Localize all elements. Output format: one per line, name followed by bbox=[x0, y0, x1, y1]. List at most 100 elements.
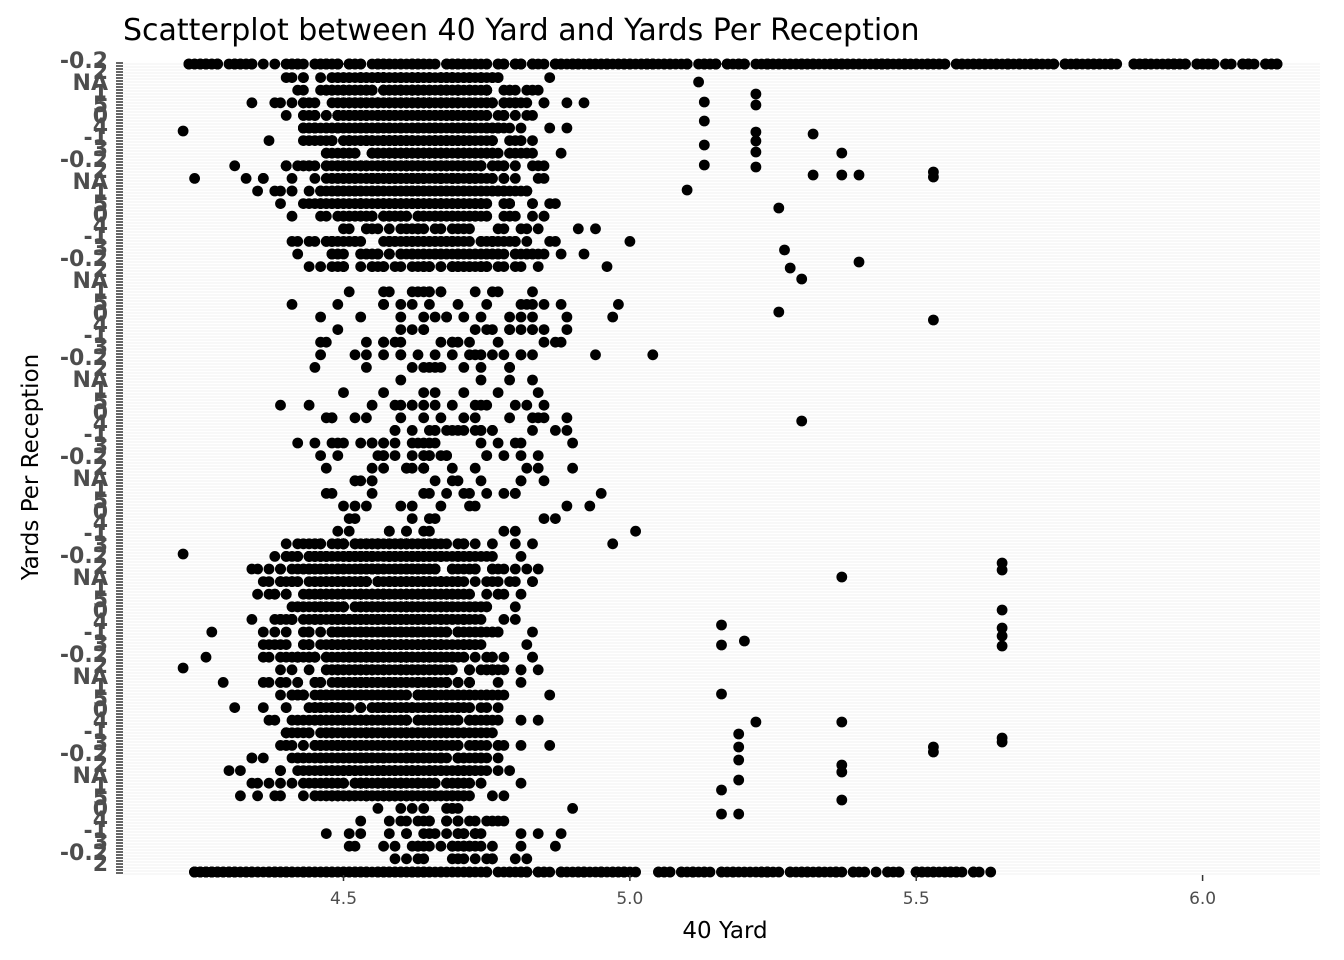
scatter-point bbox=[412, 72, 424, 83]
scatter-point bbox=[332, 248, 344, 260]
scatter-point bbox=[389, 336, 401, 348]
scatter-point bbox=[383, 286, 395, 298]
scatter-point bbox=[487, 790, 498, 802]
scatter-point bbox=[338, 198, 349, 210]
scatter-point bbox=[252, 790, 263, 802]
scatter-point bbox=[807, 58, 819, 70]
scatter-point bbox=[515, 248, 527, 260]
scatter-point bbox=[246, 752, 258, 764]
scatter-point bbox=[492, 702, 504, 713]
y-tick-label: NA bbox=[73, 269, 108, 294]
scatter-point bbox=[475, 475, 487, 487]
y-tick-label: 2 bbox=[93, 159, 108, 184]
scatter-point bbox=[515, 551, 527, 562]
scatter-point bbox=[372, 122, 384, 134]
y-tick-label: 4 bbox=[93, 115, 108, 140]
scatter-point bbox=[481, 399, 493, 411]
scatter-point bbox=[372, 248, 384, 260]
y-tick-label: 4 bbox=[93, 709, 108, 734]
scatter-point bbox=[509, 160, 521, 172]
scatter-point bbox=[504, 576, 515, 587]
y-tick-label: 1 bbox=[93, 676, 108, 701]
scatter-point bbox=[361, 84, 372, 96]
scatter-point bbox=[464, 135, 475, 147]
scatter-point bbox=[315, 135, 326, 147]
scatter-point bbox=[681, 58, 693, 70]
scatter-point bbox=[378, 84, 389, 96]
scatter-point bbox=[366, 173, 378, 184]
scatter-point bbox=[950, 58, 962, 70]
scatter-point bbox=[509, 58, 521, 70]
scatter-point bbox=[653, 58, 664, 70]
scatter-point bbox=[756, 866, 767, 878]
scatter-point bbox=[303, 651, 315, 663]
scatter-point bbox=[401, 160, 412, 172]
scatter-point bbox=[515, 677, 527, 688]
scatter-point bbox=[481, 84, 493, 96]
scatter-point bbox=[796, 866, 808, 878]
scatter-point bbox=[389, 399, 401, 411]
scatter-point bbox=[515, 450, 527, 461]
scatter-point bbox=[257, 626, 269, 638]
scatter-point bbox=[206, 626, 218, 638]
scatter-point bbox=[395, 311, 407, 323]
scatter-point bbox=[446, 425, 458, 436]
scatter-point bbox=[298, 777, 309, 789]
y-tick-label: 0 bbox=[93, 401, 108, 426]
scatter-point bbox=[710, 58, 722, 70]
scatter-point bbox=[469, 412, 481, 424]
scatter-point bbox=[515, 777, 527, 789]
scatter-point bbox=[429, 349, 441, 361]
scatter-point bbox=[217, 677, 229, 688]
scatter-point bbox=[395, 248, 407, 260]
y-tick-label: -1 bbox=[84, 819, 108, 844]
scatter-point bbox=[1271, 58, 1283, 70]
scatter-point bbox=[973, 866, 985, 878]
scatter-point bbox=[378, 236, 389, 247]
scatter-point bbox=[567, 462, 578, 474]
scatter-point bbox=[509, 437, 521, 449]
scatter-point bbox=[326, 97, 338, 109]
y-tick-label: 4 bbox=[93, 313, 108, 338]
scatter-point bbox=[349, 475, 361, 487]
scatter-point bbox=[515, 311, 527, 323]
scatter-point bbox=[275, 765, 286, 776]
scatter-point bbox=[452, 84, 464, 96]
scatter-point bbox=[424, 488, 435, 499]
scatter-point bbox=[532, 173, 544, 184]
y-tick-label: -0.2 bbox=[60, 346, 108, 371]
scatter-point bbox=[590, 58, 601, 70]
scatter-point bbox=[361, 223, 372, 235]
scatter-point bbox=[481, 58, 493, 70]
scatter-point bbox=[515, 261, 527, 272]
scatter-point bbox=[446, 349, 458, 361]
scatter-point bbox=[338, 387, 349, 398]
scatter-point bbox=[320, 752, 332, 764]
y-tick-label: 1 bbox=[93, 280, 108, 305]
y-tick-label: -1 bbox=[84, 621, 108, 646]
scatter-point bbox=[607, 58, 619, 70]
scatter-point bbox=[303, 236, 315, 247]
scatter-point bbox=[567, 58, 578, 70]
scatter-point bbox=[1197, 58, 1208, 70]
scatter-point bbox=[475, 777, 487, 789]
scatter-point bbox=[469, 248, 481, 260]
scatter-point bbox=[538, 210, 550, 222]
scatter-point bbox=[280, 58, 292, 70]
scatter-point bbox=[275, 689, 286, 701]
scatter-point bbox=[418, 261, 430, 272]
scatter-point bbox=[544, 72, 556, 83]
y-tick-label: 5 bbox=[93, 291, 108, 316]
scatter-point bbox=[590, 349, 601, 361]
scatter-point bbox=[355, 198, 367, 210]
scatter-point bbox=[572, 223, 584, 235]
scatter-point bbox=[561, 425, 573, 436]
scatter-point bbox=[527, 210, 538, 222]
scatter-point bbox=[527, 198, 538, 210]
scatter-point bbox=[338, 210, 349, 222]
y-tick-label: 2 bbox=[93, 654, 108, 679]
scatter-point bbox=[366, 210, 378, 222]
scatter-point bbox=[784, 866, 796, 878]
scatter-point bbox=[498, 651, 510, 663]
scatter-point bbox=[269, 626, 281, 638]
